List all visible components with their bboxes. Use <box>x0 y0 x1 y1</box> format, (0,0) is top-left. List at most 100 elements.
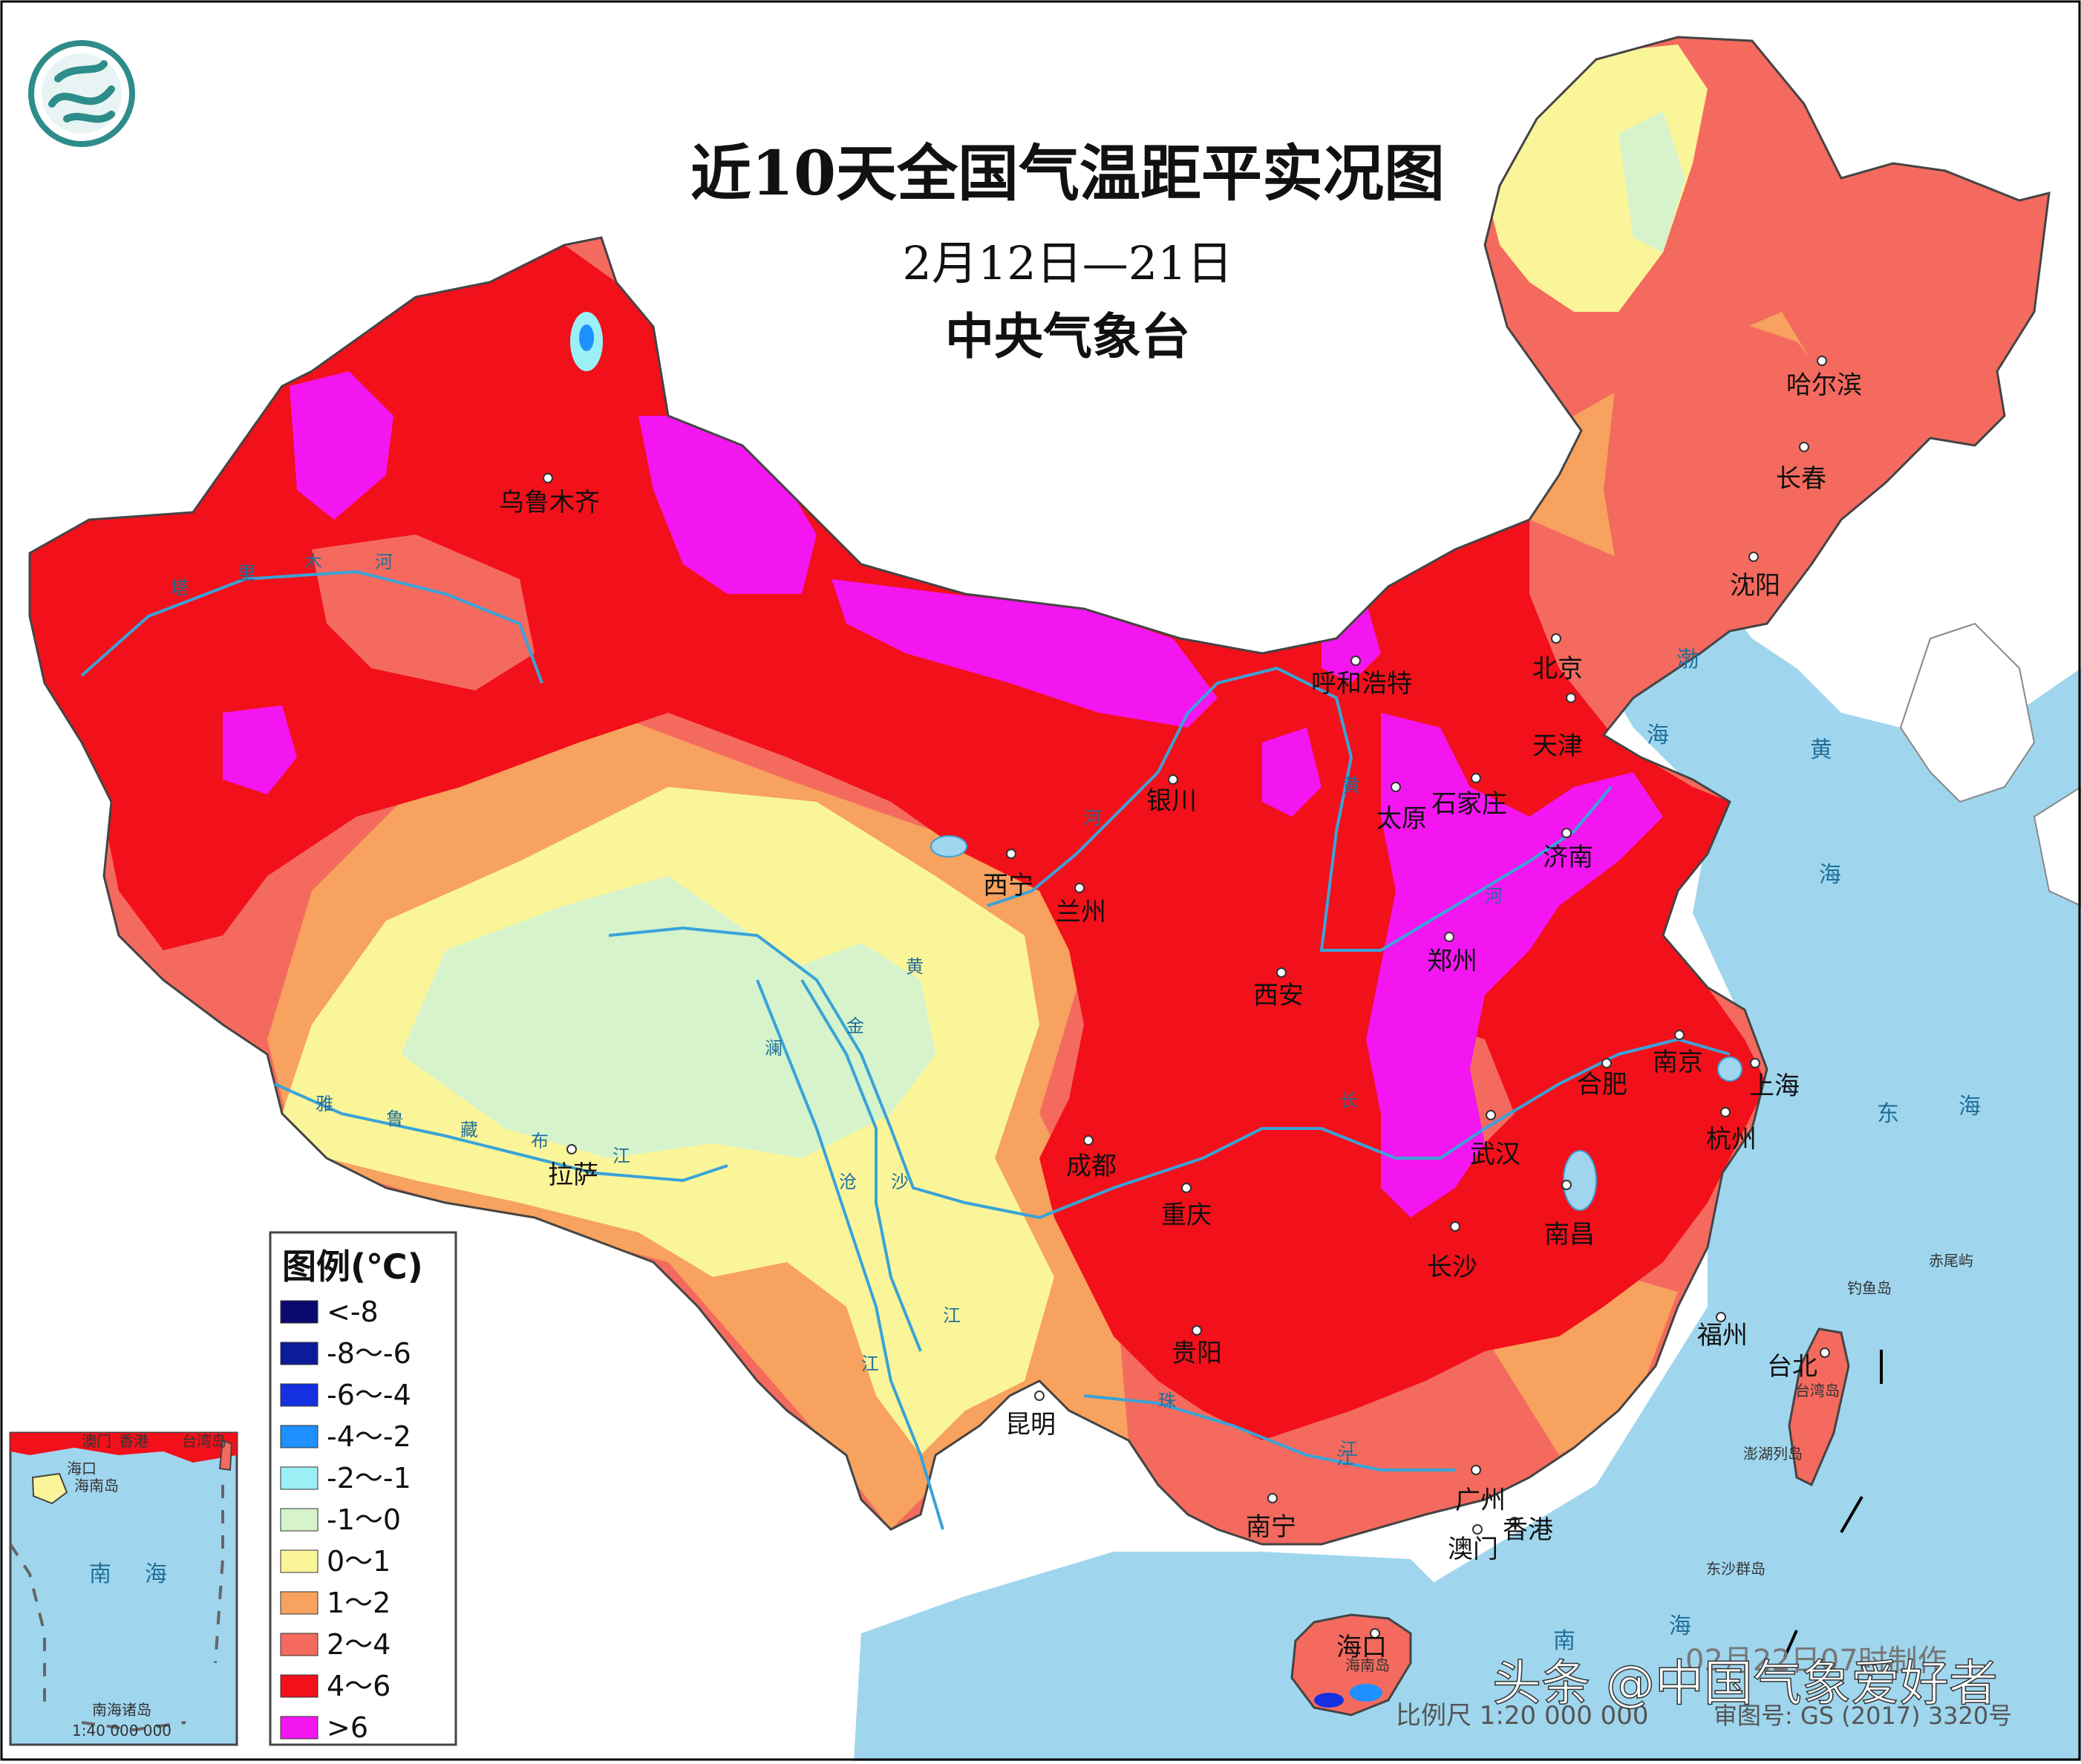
island-label: 赤尾屿 <box>1929 1252 1973 1270</box>
river-label: 江 <box>861 1353 879 1374</box>
city-label: 海口 <box>1336 1633 1387 1662</box>
city-dot <box>1716 1312 1726 1322</box>
nine-dash-line <box>1783 1630 1798 1658</box>
river-label: 江 <box>612 1146 630 1166</box>
city-dot <box>1006 849 1016 859</box>
poyang-lake <box>1563 1150 1597 1211</box>
sea-area-north <box>1581 564 2081 1307</box>
city-dot <box>1444 932 1454 942</box>
legend-label: 1～2 <box>327 1587 391 1619</box>
sea-label: 南 <box>1553 1628 1575 1654</box>
city-label: 贵阳 <box>1172 1339 1222 1368</box>
city-dot <box>1074 883 1085 893</box>
river-label: 塔 <box>171 578 189 598</box>
river-label: 黄 <box>906 956 924 977</box>
city-label: 杭州 <box>1706 1125 1757 1154</box>
river-label: 长 <box>1340 1090 1358 1111</box>
yangtze-river <box>608 926 1731 1220</box>
sea-labels: 渤 海 黄 海 东 海 南 海 <box>1553 647 1981 1654</box>
zhu-river <box>1083 1394 1455 1471</box>
city-label: 上海 <box>1749 1071 1800 1101</box>
city-label: 昆明 <box>1005 1410 1056 1440</box>
city-label: 北京 <box>1532 654 1583 684</box>
river-label: 布 <box>531 1131 549 1152</box>
sea-area-south <box>854 1552 1448 1761</box>
sea-label: 海 <box>1959 1094 1981 1120</box>
river-labels: 塔 里 木 河 雅 鲁 藏 布 江 黄 河 黄 河 长 江 金 沙 江 澜 沧 … <box>171 552 1503 1469</box>
sea-label: 东 <box>1877 1101 1899 1127</box>
japan-islands <box>2033 785 2081 907</box>
city-label: 广州 <box>1455 1486 1506 1515</box>
city-dot <box>1471 1465 1481 1475</box>
legend-label: 0～1 <box>327 1545 391 1578</box>
city-dot <box>1566 693 1576 703</box>
legend-swatch <box>280 1425 318 1448</box>
city-label: 西宁 <box>983 871 1033 901</box>
inset-name: 南海诸岛 <box>92 1701 151 1719</box>
lancang-river <box>756 979 944 1530</box>
sea-label: 海 <box>1647 722 1669 748</box>
legend: 图例(℃) <-8 -8～-6 -6～-4 -4～-2 -2～-1 -1～0 0～1 1～2 2… <box>269 1231 457 1746</box>
island-label: 海南岛 <box>1345 1656 1390 1674</box>
city-label: 银川 <box>1146 786 1197 816</box>
city-dot <box>1799 442 1809 452</box>
watermark: 头条 @中国气象爱好者 <box>1492 1655 1998 1712</box>
legend-swatch <box>280 1300 318 1324</box>
city-markers: 乌鲁木齐 哈尔滨 长春 沈阳 北京 天津 呼和浩特 石家庄 太原 济南 银川 西… <box>499 356 1862 1662</box>
city-dot <box>1720 1107 1731 1117</box>
legend-label: -2～-1 <box>327 1462 411 1494</box>
legend-title: 图例(℃) <box>282 1247 423 1287</box>
city-label: 石家庄 <box>1431 789 1507 819</box>
legend-swatch <box>280 1633 318 1656</box>
city-dot <box>1601 1058 1612 1068</box>
agency-name: 中央气象台 <box>945 308 1190 365</box>
city-dot <box>1561 828 1572 838</box>
inset-label: 台湾岛 <box>182 1432 226 1450</box>
legend-label: 4～6 <box>327 1670 391 1702</box>
city-label: 长沙 <box>1427 1252 1477 1282</box>
jinsha-river <box>800 979 922 1352</box>
inset-scale: 1:40 000 000 <box>72 1722 171 1740</box>
city-label: 郑州 <box>1427 947 1477 976</box>
legend-swatch <box>280 1716 318 1740</box>
city-dot <box>1472 1524 1483 1535</box>
nine-dash-line <box>1840 1495 1863 1534</box>
city-dot <box>1486 1110 1496 1120</box>
city-label: 天津 <box>1532 731 1583 761</box>
city-dot <box>1820 1348 1830 1358</box>
taiwan-island <box>1788 1327 1850 1487</box>
city-label: 重庆 <box>1161 1200 1212 1230</box>
city-dot <box>1267 1493 1278 1503</box>
city-dot <box>1750 1058 1760 1068</box>
inset-label: 海南岛 <box>74 1477 119 1494</box>
map-title: 近10天全国气温距平实况图 <box>690 138 1445 209</box>
inset-label: 海口 <box>67 1460 97 1477</box>
sea-label: 渤 <box>1676 647 1699 673</box>
inset-label: 澳门 <box>82 1432 111 1450</box>
city-label: 西安 <box>1253 981 1304 1010</box>
sea-area <box>1411 817 2081 1761</box>
legend-swatch <box>280 1466 318 1490</box>
river-label: 珠 <box>1158 1391 1176 1411</box>
legend-swatch <box>280 1674 318 1698</box>
city-label: 南宁 <box>1246 1512 1296 1542</box>
river-label: 澜 <box>765 1038 783 1059</box>
river-label: 河 <box>1485 886 1503 906</box>
city-label: 呼和浩特 <box>1311 669 1412 699</box>
legend-swatch <box>280 1342 318 1365</box>
yellow-river <box>987 666 1613 952</box>
city-label: 济南 <box>1543 843 1593 872</box>
inset-sea: 海 <box>145 1561 167 1587</box>
river-label: 里 <box>238 563 255 584</box>
yarlung-river <box>274 1082 728 1183</box>
river-label: 藏 <box>460 1120 478 1140</box>
legend-swatch <box>280 1591 318 1615</box>
inset-hainan <box>31 1472 68 1505</box>
city-dot <box>1561 1180 1572 1190</box>
city-label: 台北 <box>1767 1352 1817 1382</box>
legend-swatch <box>280 1549 318 1573</box>
hainan-island <box>1290 1613 1412 1716</box>
south-china-sea-inset: 澳门 香港 台湾岛 海口 海南岛 南 海 南海诸岛 1:40 000 000 <box>9 1431 238 1746</box>
city-label: 哈尔滨 <box>1786 370 1862 400</box>
